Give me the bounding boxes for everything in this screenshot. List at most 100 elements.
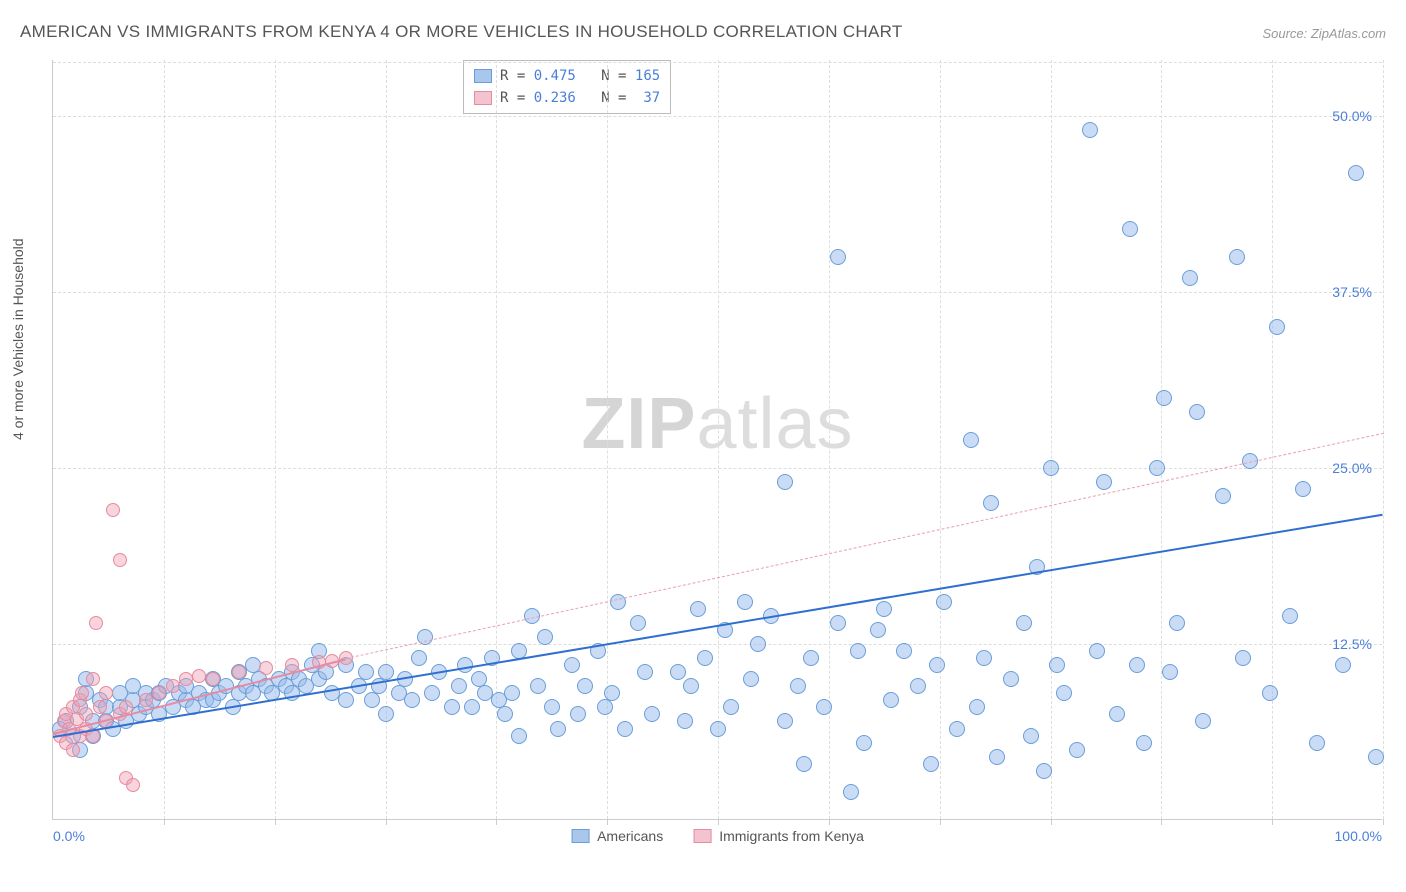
x-axis-min-label: 0.0%: [53, 828, 85, 844]
data-point-kenya: [93, 700, 107, 714]
data-point-americans: [1069, 742, 1085, 758]
data-point-americans: [497, 706, 513, 722]
x-tick: [275, 819, 276, 825]
data-point-americans: [1043, 460, 1059, 476]
gridline-v: [275, 60, 276, 819]
data-point-kenya: [139, 693, 153, 707]
legend-swatch-pink: [474, 91, 492, 105]
data-point-americans: [544, 699, 560, 715]
data-point-americans: [816, 699, 832, 715]
data-point-americans: [683, 678, 699, 694]
correlation-legend: R = 0.475 N = 165 R = 0.236 N = 37: [463, 60, 671, 114]
data-point-americans: [1162, 664, 1178, 680]
data-point-kenya: [89, 616, 103, 630]
legend-item-kenya: Immigrants from Kenya: [693, 828, 864, 844]
x-tick: [496, 819, 497, 825]
data-point-americans: [550, 721, 566, 737]
data-point-americans: [1082, 122, 1098, 138]
data-point-americans: [610, 594, 626, 610]
data-point-kenya: [79, 707, 93, 721]
data-point-americans: [949, 721, 965, 737]
data-point-americans: [1003, 671, 1019, 687]
x-tick: [829, 819, 830, 825]
data-point-americans: [1182, 270, 1198, 286]
data-point-kenya: [179, 672, 193, 686]
data-point-americans: [976, 650, 992, 666]
data-point-americans: [1189, 404, 1205, 420]
data-point-americans: [570, 706, 586, 722]
data-point-americans: [1195, 713, 1211, 729]
data-point-americans: [697, 650, 713, 666]
data-point-americans: [1149, 460, 1165, 476]
data-point-americans: [750, 636, 766, 652]
gridline-v: [718, 60, 719, 819]
data-point-americans: [1056, 685, 1072, 701]
legend-label-americans: Americans: [597, 828, 663, 844]
data-point-kenya: [166, 679, 180, 693]
y-axis-label: 4 or more Vehicles in Household: [10, 238, 26, 440]
data-point-americans: [723, 699, 739, 715]
data-point-americans: [1023, 728, 1039, 744]
data-point-americans: [670, 664, 686, 680]
series-legend: Americans Immigrants from Kenya: [571, 828, 864, 844]
data-point-americans: [710, 721, 726, 737]
data-point-americans: [883, 692, 899, 708]
data-point-americans: [511, 728, 527, 744]
data-point-americans: [1282, 608, 1298, 624]
data-point-americans: [1156, 390, 1172, 406]
data-point-americans: [1348, 165, 1364, 181]
data-point-americans: [850, 643, 866, 659]
data-point-kenya: [126, 778, 140, 792]
data-point-americans: [876, 601, 892, 617]
y-tick-label: 50.0%: [1332, 108, 1372, 124]
x-tick: [386, 819, 387, 825]
data-point-americans: [378, 706, 394, 722]
data-point-americans: [604, 685, 620, 701]
data-point-americans: [1016, 615, 1032, 631]
data-point-americans: [530, 678, 546, 694]
data-point-americans: [637, 664, 653, 680]
data-point-americans: [843, 784, 859, 800]
x-tick: [607, 819, 608, 825]
data-point-kenya: [106, 503, 120, 517]
data-point-americans: [777, 713, 793, 729]
legend-label-kenya: Immigrants from Kenya: [719, 828, 864, 844]
data-point-americans: [896, 643, 912, 659]
x-tick: [940, 819, 941, 825]
data-point-americans: [923, 756, 939, 772]
data-point-americans: [1109, 706, 1125, 722]
data-point-americans: [737, 594, 753, 610]
data-point-americans: [690, 601, 706, 617]
data-point-kenya: [232, 665, 246, 679]
data-point-americans: [1229, 249, 1245, 265]
data-point-americans: [630, 615, 646, 631]
data-point-americans: [870, 622, 886, 638]
data-point-americans: [1136, 735, 1152, 751]
data-point-americans: [856, 735, 872, 751]
data-point-kenya: [75, 686, 89, 700]
trendline-kenya-extrapolated: [345, 433, 1383, 659]
data-point-americans: [989, 749, 1005, 765]
data-point-americans: [1309, 735, 1325, 751]
gridline-v: [1383, 60, 1384, 819]
legend-swatch-kenya: [693, 829, 711, 843]
data-point-kenya: [152, 686, 166, 700]
chart-title: AMERICAN VS IMMIGRANTS FROM KENYA 4 OR M…: [20, 22, 903, 42]
data-point-americans: [537, 629, 553, 645]
x-tick: [718, 819, 719, 825]
data-point-americans: [983, 495, 999, 511]
source-attribution: Source: ZipAtlas.com: [1262, 26, 1386, 41]
x-tick: [1161, 819, 1162, 825]
data-point-americans: [444, 699, 460, 715]
legend-row-blue: R = 0.475 N = 165: [474, 65, 660, 87]
data-point-americans: [1335, 657, 1351, 673]
data-point-americans: [451, 678, 467, 694]
data-point-americans: [1169, 615, 1185, 631]
data-point-americans: [677, 713, 693, 729]
y-tick-label: 37.5%: [1332, 284, 1372, 300]
gridline-v: [386, 60, 387, 819]
y-tick-label: 12.5%: [1332, 636, 1372, 652]
data-point-americans: [830, 615, 846, 631]
data-point-kenya: [206, 672, 220, 686]
legend-row-pink: R = 0.236 N = 37: [474, 87, 660, 109]
